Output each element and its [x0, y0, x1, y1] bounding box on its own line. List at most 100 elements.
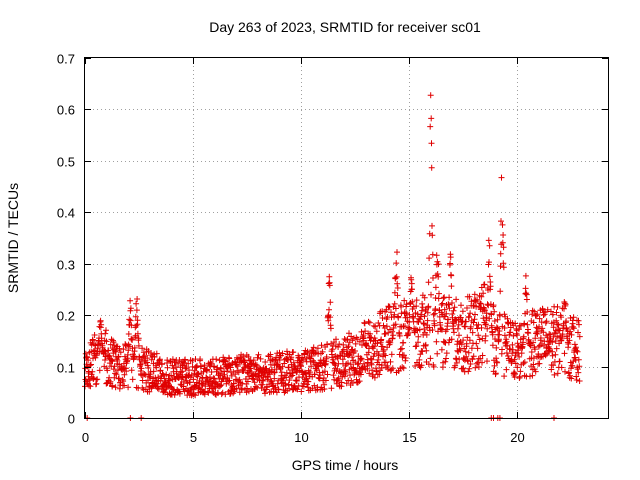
data-point — [553, 317, 560, 324]
data-point — [346, 366, 353, 373]
data-point — [565, 369, 572, 376]
data-point — [408, 276, 415, 283]
data-point — [468, 345, 475, 352]
data-point — [451, 304, 458, 311]
data-point — [315, 363, 322, 370]
data-point — [156, 356, 163, 363]
data-point — [356, 338, 363, 345]
data-point — [267, 377, 274, 384]
data-point — [435, 273, 442, 280]
data-point — [523, 296, 530, 303]
data-point — [400, 339, 407, 346]
data-point — [499, 221, 506, 228]
data-point — [524, 321, 531, 328]
data-point — [212, 385, 219, 391]
data-point — [491, 308, 498, 315]
data-point — [126, 316, 133, 323]
data-point — [364, 359, 371, 366]
data-point — [310, 344, 317, 351]
data-point — [486, 315, 493, 322]
data-point — [544, 306, 551, 313]
data-point — [525, 330, 532, 337]
data-point — [576, 378, 583, 384]
data-point — [486, 242, 493, 249]
data-point — [409, 286, 415, 293]
data-point — [472, 364, 479, 371]
data-point — [400, 365, 407, 372]
data-point — [558, 314, 565, 321]
x-tick-label: 20 — [510, 430, 524, 445]
data-point — [202, 388, 209, 395]
data-point — [467, 323, 474, 330]
data-point — [443, 355, 449, 362]
data-point — [179, 368, 186, 375]
data-point — [332, 362, 339, 369]
data-point — [115, 353, 122, 360]
data-point — [498, 174, 505, 181]
data-point — [514, 364, 521, 371]
data-point — [344, 336, 351, 343]
data-point — [391, 311, 398, 318]
data-point — [419, 348, 426, 355]
data-point — [116, 375, 122, 382]
data-point — [497, 288, 504, 295]
data-point — [166, 377, 173, 384]
data-point — [516, 353, 523, 360]
data-point — [489, 331, 496, 338]
data-point — [427, 355, 434, 362]
data-point — [110, 339, 117, 346]
data-point — [512, 320, 519, 327]
data-point — [455, 321, 462, 328]
data-point — [475, 321, 482, 328]
data-point — [326, 306, 332, 313]
data-point — [139, 377, 146, 384]
data-point — [127, 317, 134, 324]
data-point — [450, 320, 457, 327]
y-tick-label: 0.6 — [57, 103, 75, 118]
data-point — [323, 354, 330, 360]
data-point — [390, 332, 397, 339]
data-point — [134, 296, 141, 302]
data-point — [259, 381, 266, 388]
data-point — [387, 339, 394, 346]
data-point — [555, 322, 562, 328]
data-point — [478, 300, 484, 307]
data-point — [540, 329, 547, 336]
data-point — [570, 314, 577, 321]
data-point — [382, 330, 389, 337]
data-point — [405, 324, 412, 331]
data-point — [573, 347, 580, 354]
data-point — [558, 364, 565, 371]
data-point — [429, 232, 436, 239]
data-point — [185, 360, 192, 367]
data-point — [510, 332, 517, 339]
data-point — [133, 384, 140, 391]
data-point — [286, 385, 293, 392]
data-point — [445, 301, 452, 308]
data-point — [94, 376, 101, 383]
data-point — [213, 356, 220, 363]
data-point — [159, 370, 166, 377]
data-point — [415, 333, 422, 340]
data-point — [103, 338, 110, 345]
data-point — [91, 332, 98, 338]
data-point — [551, 371, 558, 378]
data-point — [326, 282, 333, 289]
data-point — [148, 356, 155, 363]
data-point — [501, 325, 508, 331]
data-point — [271, 369, 278, 376]
data-point — [441, 306, 448, 313]
data-point — [350, 364, 357, 371]
data-point — [125, 384, 132, 391]
data-point — [241, 357, 248, 364]
data-point — [148, 350, 155, 356]
data-point — [562, 368, 568, 375]
data-point — [481, 307, 488, 314]
data-point — [346, 330, 352, 337]
data-point — [226, 355, 233, 362]
data-point — [134, 330, 141, 337]
data-point — [445, 316, 452, 323]
data-point — [342, 370, 349, 376]
data-point — [480, 290, 487, 297]
data-point — [314, 345, 321, 352]
